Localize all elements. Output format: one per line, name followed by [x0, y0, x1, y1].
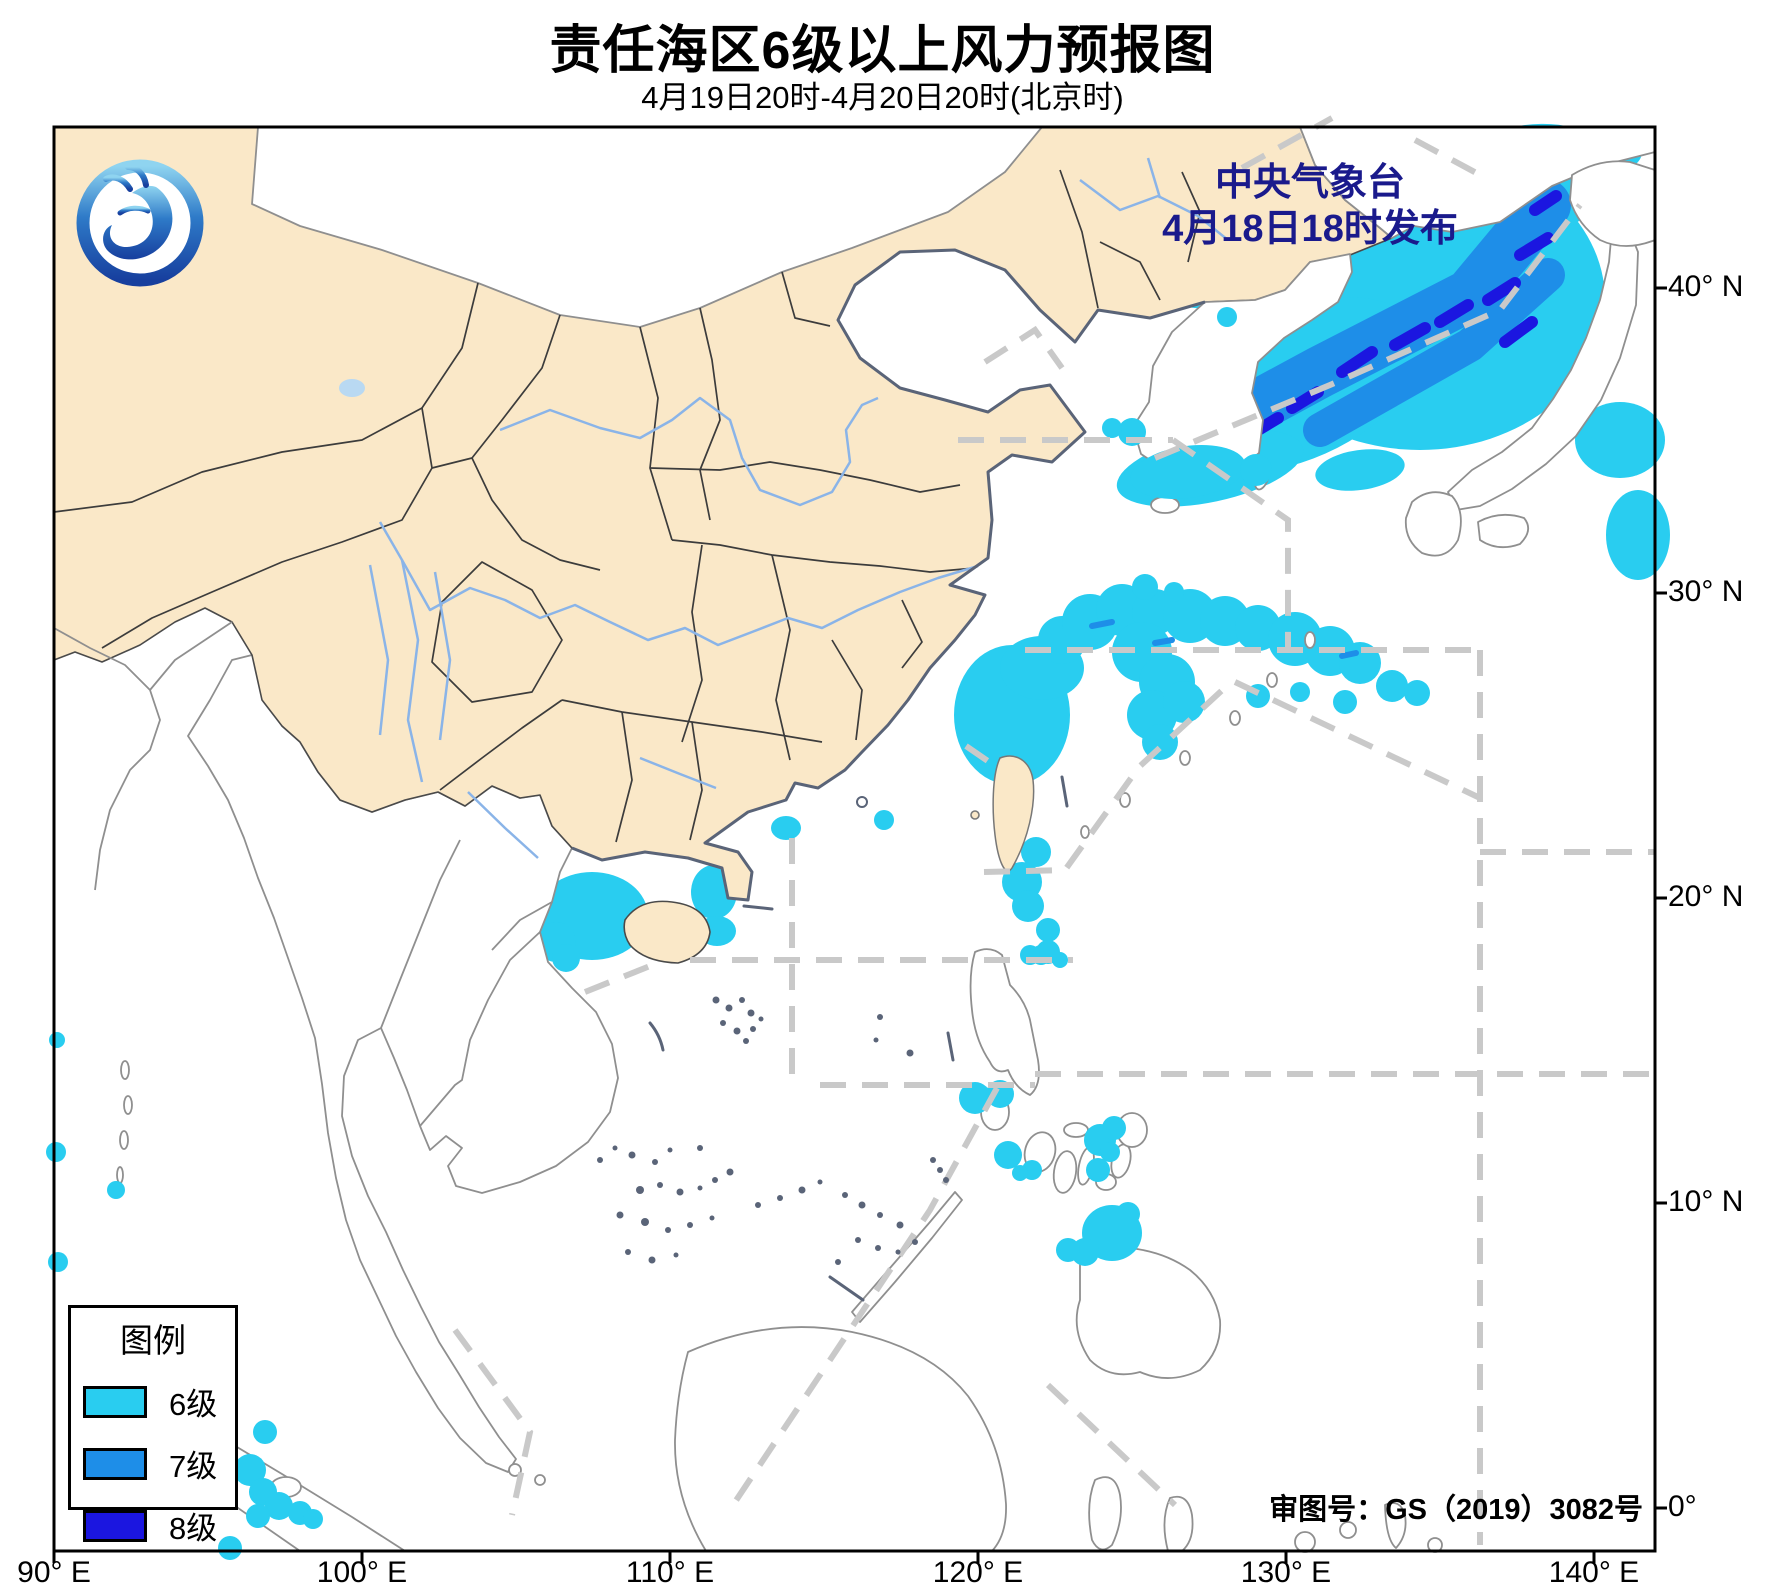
land-mongolia	[251, 126, 1043, 328]
lat-label-10n: 10° N	[1668, 1185, 1744, 1218]
page-title: 责任海区6级以上风力预报图	[549, 22, 1216, 80]
issuer-banner: 中央气象台 4月18日18时发布	[1120, 160, 1500, 253]
qinghai-lake	[339, 379, 365, 397]
map-frame	[52, 125, 1667, 1563]
islands-andaman	[116, 1060, 133, 1184]
islands-ryukyu	[1080, 631, 1316, 839]
lat-label-40n: 40° N	[1668, 270, 1744, 303]
lon-label-100e: 100° E	[316, 1556, 408, 1589]
issue-time: 4月18日18时发布	[1162, 208, 1458, 251]
lon-label-120e: 120° E	[932, 1556, 1024, 1589]
cma-logo-icon	[76, 159, 204, 287]
rivers	[368, 157, 1229, 859]
yellow-river	[499, 396, 879, 507]
lat-label-30n: 30° N	[1668, 575, 1744, 608]
reef-island-dots	[597, 996, 949, 1265]
sea-zone-boundaries	[452, 115, 1655, 1545]
island-taiwan	[992, 755, 1035, 872]
legend-label-6: 6级	[169, 1387, 218, 1422]
issuer-name: 中央气象台	[1214, 162, 1405, 204]
province-borders	[53, 169, 1201, 843]
legend-title: 图例	[120, 1322, 186, 1359]
page-subtitle: 4月19日20时-4月20日20时(北京时)	[641, 80, 1124, 115]
land-japan-hokkaido	[1569, 160, 1656, 247]
lon-label-110e: 110° E	[625, 1556, 715, 1589]
legend-swatch-8	[83, 1509, 147, 1542]
lon-label-130e: 130° E	[1240, 1556, 1332, 1589]
legend-item-6: 6级	[83, 1379, 235, 1424]
land-philippines	[851, 948, 1222, 1379]
land-japan-kyushu	[1404, 491, 1462, 557]
legend-swatch-6	[83, 1385, 147, 1418]
lat-label-20n: 20° N	[1668, 880, 1744, 913]
wind-areas-level8	[1252, 190, 1562, 436]
legend-label-8: 8级	[169, 1511, 218, 1546]
legend-item-8: 8级	[83, 1503, 235, 1548]
axis-ticks	[52, 286, 1667, 1563]
island-hainan	[623, 900, 711, 964]
reef-lines	[648, 775, 1069, 1302]
land-korea	[1132, 253, 1353, 473]
yangtze-river	[378, 521, 979, 647]
legend-item-7: 7级	[83, 1441, 235, 1486]
land-mongolia-russia-korea-japan	[53, 126, 1656, 1184]
china-coastline	[571, 248, 1206, 902]
legend-label-7: 7级	[169, 1449, 218, 1484]
lon-label-90e: 90° E	[17, 1556, 91, 1589]
legend-box: 图例 6级 7级 8级	[68, 1305, 238, 1546]
lat-label-0: 0°	[1668, 1490, 1697, 1523]
map-approval-number: 审图号：GS（2019）3082号	[1269, 1494, 1643, 1526]
legend-swatch-7	[83, 1447, 147, 1480]
land-japan-shikoku	[1477, 513, 1530, 549]
lon-label-140e: 140° E	[1548, 1556, 1640, 1589]
